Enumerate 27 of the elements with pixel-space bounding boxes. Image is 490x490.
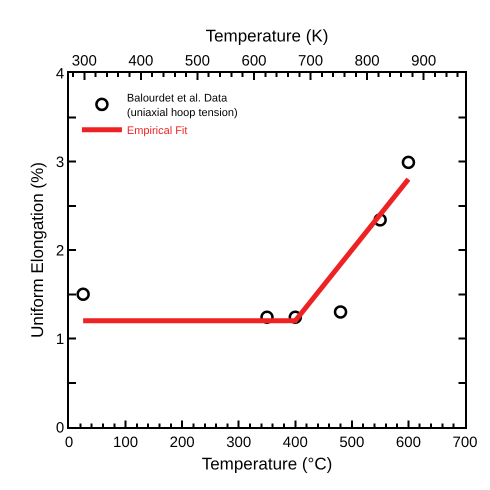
x2-tick-label: 900 — [411, 52, 436, 70]
x2-tick-label: 800 — [354, 52, 380, 70]
y-tick-label: 3 — [56, 154, 64, 171]
point — [402, 156, 416, 170]
x2-axis-title: Temperature (K) — [206, 26, 328, 46]
point — [76, 288, 90, 301]
x-tick-label: 300 — [226, 434, 252, 451]
y-tick-label: 1 — [56, 330, 64, 348]
x2-tick-label: 400 — [128, 52, 154, 70]
x2-tick-label: 600 — [241, 52, 267, 70]
x2-tick-label: 500 — [184, 52, 210, 70]
x-tick-label: 100 — [113, 434, 138, 451]
y-tick-label: 0 — [56, 419, 64, 436]
point — [334, 305, 348, 319]
x-tick-label: 400 — [282, 434, 308, 451]
x-tick-label: 200 — [170, 434, 195, 451]
x-tick-label: 600 — [396, 434, 421, 451]
y-tick-label: 2 — [56, 242, 64, 260]
legend-label: Empirical Fit — [126, 125, 188, 138]
y-tick-label: 4 — [56, 65, 64, 82]
legend-label: Balourdet et al. Data (uniaxial hoop tension) — [126, 92, 238, 119]
x-axis-title: Temperature (°C) — [202, 454, 332, 474]
x2-tick-label: 300 — [72, 52, 97, 70]
x2-tick-label: 700 — [298, 52, 324, 70]
x-tick-label: 500 — [339, 434, 364, 451]
y-axis-title: Uniform Elongation (%) — [28, 162, 47, 338]
x-tick-label: 700 — [452, 434, 478, 451]
